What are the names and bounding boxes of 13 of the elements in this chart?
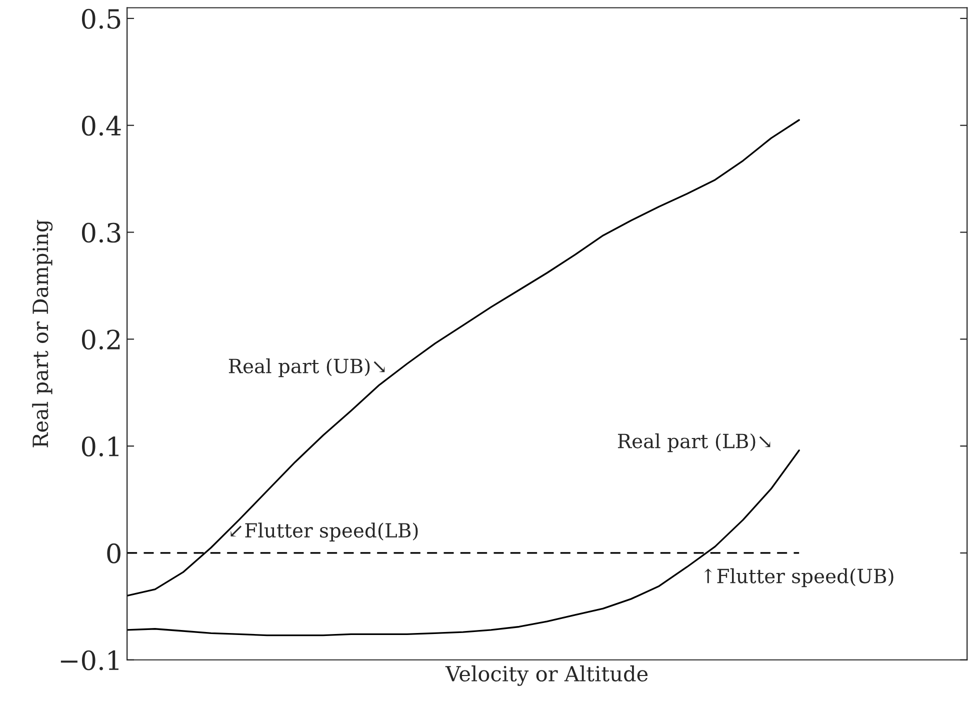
y-tick-label: 0.5 xyxy=(82,8,120,29)
y-tick-label: 0.2 xyxy=(82,330,120,350)
annotation: Real part (LB)↘ xyxy=(618,433,770,452)
y-axis-title: Real part or Damping xyxy=(32,220,53,448)
y-tick-label: 0.4 xyxy=(82,116,121,136)
y-tick-label: 0.3 xyxy=(82,222,120,243)
annotation: ↑Flutter speed(UB) xyxy=(704,568,894,588)
x-axis-title: Velocity or Altitude xyxy=(445,665,648,686)
annotation: ↙Flutter speed(LB) xyxy=(230,522,418,542)
y-tick-label: 0.1 xyxy=(82,436,118,456)
annotation: Real part (UB)↘ xyxy=(228,358,385,378)
y-tick-label: 0 xyxy=(107,543,120,564)
y-tick-label: −0.1 xyxy=(60,650,118,670)
